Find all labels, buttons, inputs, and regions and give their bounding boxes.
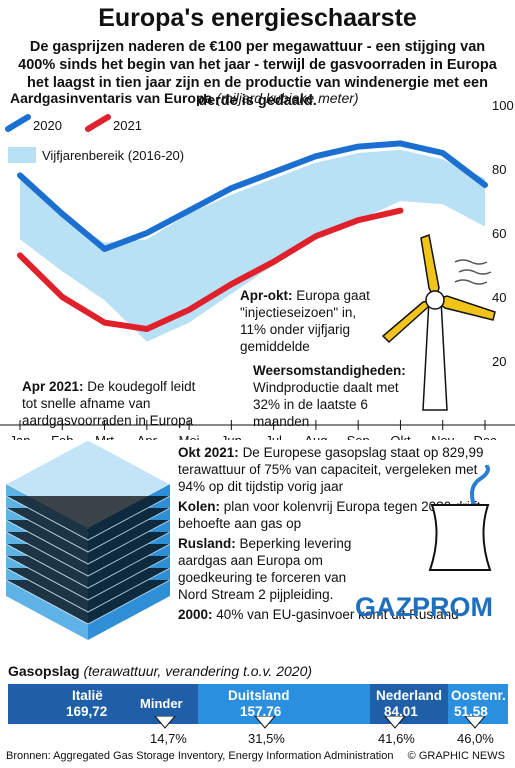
chart-unit: (miljard kubieke meter) — [216, 90, 359, 106]
annotation-apr-okt: Apr-okt: Europa gaat "injectieseizoen" i… — [240, 288, 370, 354]
storage-italy: Italië 169,72 Minder — [8, 684, 198, 724]
change-austria: 46,0% — [457, 731, 494, 746]
x-tick-layer: Jan Feb Mrt Apr Mei Jun Jul Aug Sep Okt Nov Dec — [0, 420, 515, 440]
x-tick-label: Feb — [51, 433, 73, 440]
x-tick-label: Jan — [10, 433, 31, 440]
x-tick-label: Mrt — [95, 433, 114, 440]
page-subtitle: De gasprijzen naderen de €100 per megawa… — [18, 39, 497, 109]
y-tick-label: 100 — [492, 98, 514, 113]
gazprom-logo: GAZPROM — [355, 592, 493, 622]
y-tick-label: 60 — [492, 226, 506, 241]
storage-netherlands: Nederland 84,01 — [370, 684, 448, 724]
series-line-2020 — [17, 140, 488, 252]
legend-swatch-2021 — [85, 114, 111, 132]
x-tick-label: Apr — [137, 433, 158, 440]
chart-heading: Aardgasinventaris van Europa (miljard ku… — [10, 90, 359, 106]
chart-legend: 2020 2021 Vijfjarenbereik (2016-20) — [5, 114, 184, 163]
storage-germany: Duitsland 157,76 — [198, 684, 370, 724]
x-tick-label: Mei — [179, 433, 200, 440]
legend-label-2021: 2021 — [113, 118, 142, 133]
legend-swatch-2020 — [5, 114, 31, 132]
five-year-band — [20, 149, 485, 342]
page-title: Europa's energieschaarste — [98, 4, 417, 32]
source-note: Bronnen: Aggregated Gas Storage Inventor… — [6, 750, 394, 762]
cooling-tower-icon — [428, 465, 492, 571]
y-tick-layer: 20 40 60 80 100 — [492, 98, 514, 369]
storage-pointers — [154, 716, 486, 729]
fact-oct-2021: Okt 2021: De Europese gasopslag staat op… — [178, 445, 484, 494]
y-tick-label: 80 — [492, 162, 506, 177]
facts-list: Okt 2021: De Europese gasopslag staat op… — [178, 444, 508, 626]
legend-label-2020: 2020 — [33, 118, 62, 133]
x-tick-label: Jun — [221, 433, 242, 440]
annotation-apr-2021: Apr 2021: De koudegolf leidt tot snelle … — [22, 379, 196, 428]
five-year-band-layer — [20, 149, 485, 342]
storage-heading: Gasopslag (terawattuur, verandering t.o.… — [8, 663, 313, 679]
legend-swatch-band — [8, 147, 36, 163]
fact-russia: Rusland: Beperking levering aardgas aan … — [178, 536, 352, 602]
y-tick-label: 20 — [492, 354, 506, 369]
fact-coal: Kolen: plan voor kolenvrij Europa tegen … — [178, 499, 481, 531]
gas-storage-cube-icon — [4, 440, 172, 640]
fact-2000: 2000: 40% van EU-gasinvoer komt uit Rusl… — [178, 607, 459, 622]
x-tick-label: Okt — [390, 433, 411, 440]
x-tick-label: Dec — [473, 433, 497, 440]
credit-note: © GRAPHIC NEWS — [407, 750, 505, 762]
x-tick-label: Aug — [304, 433, 327, 440]
chart-title: Aardgasinventaris van Europa — [10, 90, 213, 106]
x-tick-label: Nov — [431, 433, 455, 440]
gas-inventory-chart: 20 40 60 80 100 Jan Feb Mrt Apr Mei Jun Jul Aug Sep O… — [0, 98, 515, 440]
legend-label-band: Vijfjarenbereik (2016-20) — [42, 148, 184, 163]
series-line-2021 — [17, 207, 404, 332]
x-tick-label: Jul — [265, 433, 282, 440]
minder-label: Minder — [140, 696, 183, 711]
wind-turbine-icon — [381, 233, 496, 411]
change-italy: 14,7% — [150, 731, 187, 746]
y-tick-label: 40 — [492, 290, 506, 305]
change-netherlands: 41,6% — [378, 731, 415, 746]
x-tick-label: Sep — [347, 433, 370, 440]
series-line-layer — [17, 140, 488, 332]
change-germany: 31,5% — [248, 731, 285, 746]
annotation-weather: Weersomstandigheden: Windproductie daalt… — [253, 363, 406, 429]
